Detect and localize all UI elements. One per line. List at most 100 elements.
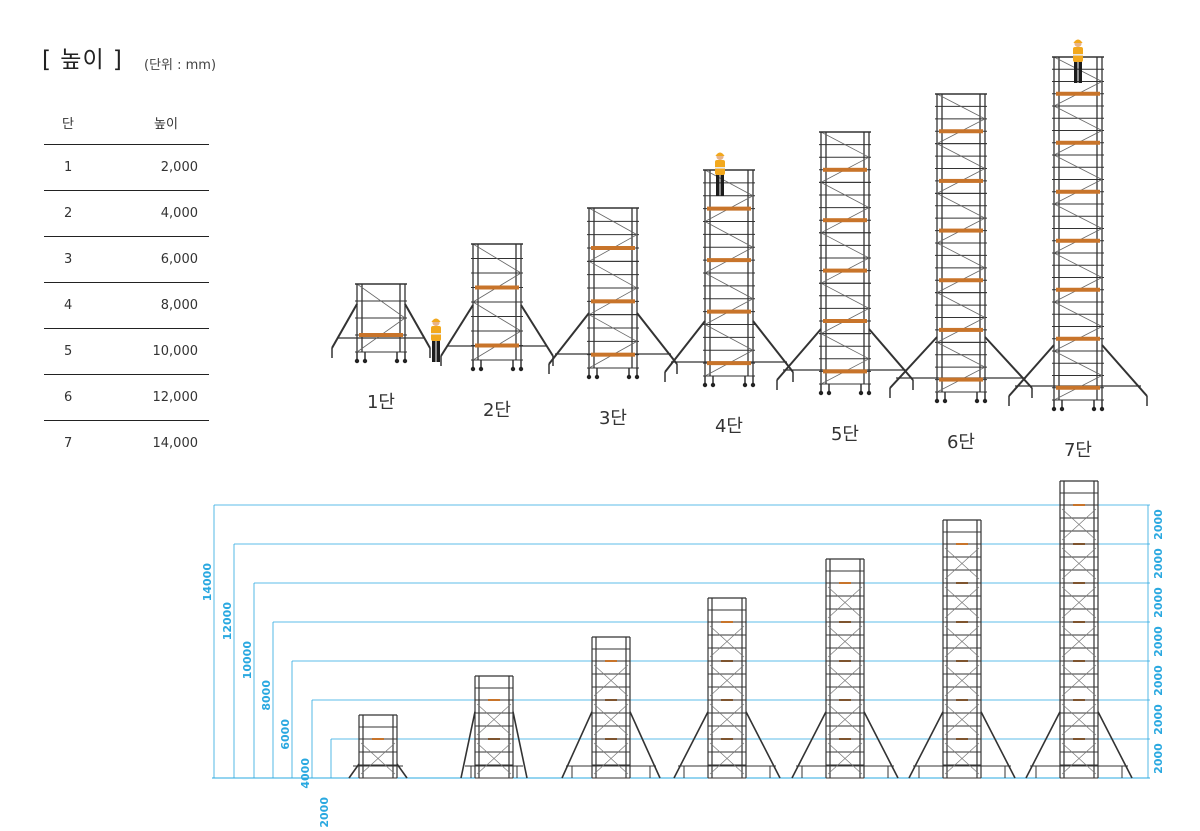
height-cell: 14,000 [152, 436, 199, 451]
worker-figure [715, 152, 725, 196]
stage-column-header: 단 [44, 100, 132, 145]
outrigger [331, 303, 358, 349]
outrigger [673, 711, 709, 779]
height-cell: 4,000 [132, 190, 209, 237]
platform-deck [475, 343, 519, 348]
platform-deck [721, 621, 733, 623]
tower-label: 1단 [367, 392, 395, 413]
dimension-label-left: 8000 [260, 680, 273, 711]
tower-label: 7단 [1064, 440, 1092, 461]
elevation-tower-3 [561, 636, 661, 779]
table-header-row: 단 높이 [44, 100, 209, 145]
platform-deck [707, 206, 751, 211]
caster [982, 398, 988, 404]
dimension-label-right: 2000 [1152, 743, 1165, 774]
table-row: 5 10,000 [44, 328, 209, 375]
elevation-tower-7 [1025, 480, 1133, 779]
table-row: 3 6,000 [44, 236, 209, 283]
caster [626, 374, 632, 380]
page-title: [ 높이 ] [42, 47, 123, 73]
platform-deck [823, 218, 867, 223]
stage-cell: 4 [44, 282, 132, 329]
tower-label: 5단 [831, 424, 859, 445]
caster [1051, 406, 1057, 412]
caster [1099, 406, 1105, 412]
platform-deck [1056, 140, 1100, 145]
outrigger [745, 711, 781, 779]
height-cell: 2,000 [132, 144, 209, 191]
platform-deck [1056, 91, 1100, 96]
stage-cell: 1 [44, 144, 132, 191]
platform-deck [359, 333, 403, 337]
platform-deck [956, 543, 968, 545]
platform-deck [823, 167, 867, 172]
elevation-tower-4 [673, 597, 781, 779]
platform-deck [939, 228, 983, 233]
stage-cell: 5 [44, 328, 132, 375]
platform-deck [939, 327, 983, 332]
height-cell: 12,000 [132, 374, 209, 421]
table-row: 7 14,000 [44, 421, 209, 467]
caster [354, 358, 360, 364]
outrigger [1097, 711, 1133, 779]
outrigger [636, 312, 678, 365]
platform-deck [475, 285, 519, 290]
caster [866, 390, 872, 396]
height-column-header: 높이 [132, 100, 209, 145]
caster [402, 358, 408, 364]
tower-7: 7단 [1008, 56, 1148, 461]
platform-deck [591, 352, 635, 357]
outrigger [520, 304, 554, 357]
caster [1059, 406, 1065, 412]
caster [858, 390, 864, 396]
platform-deck [372, 738, 384, 740]
outrigger [629, 711, 661, 779]
platform-deck [1056, 189, 1100, 194]
platform-deck [1073, 504, 1085, 506]
height-cell: 6,000 [132, 236, 209, 283]
dimension-label-left: 10000 [241, 641, 254, 680]
stage-cell: 3 [44, 236, 132, 283]
tower-6: 6단 [889, 93, 1033, 453]
outrigger [1025, 711, 1061, 779]
outrigger [1101, 344, 1148, 397]
stage-cell: 2 [44, 190, 132, 237]
outrigger [460, 711, 476, 779]
outrigger [512, 711, 528, 779]
elevation-tower-5 [791, 558, 899, 779]
tower-4: 4단 [664, 169, 794, 437]
caster [518, 366, 524, 372]
unit-note: (단위 : mm) [144, 58, 217, 73]
platform-deck [1056, 238, 1100, 243]
outrigger [752, 320, 794, 373]
elevation-tower-6 [908, 519, 1016, 779]
caster [634, 374, 640, 380]
dimension-label-right: 2000 [1152, 548, 1165, 579]
caster [394, 358, 400, 364]
platform-deck [707, 361, 751, 366]
outrigger [889, 336, 938, 389]
height-cell: 10,000 [132, 328, 209, 375]
dimension-label-left: 4000 [299, 758, 312, 789]
caster [586, 374, 592, 380]
caster [942, 398, 948, 404]
outrigger [776, 328, 822, 381]
platform-deck [591, 246, 635, 250]
outrigger [440, 304, 474, 357]
caster [974, 398, 980, 404]
platform-deck [1056, 287, 1100, 292]
tower-illustrations: 1단 2단 3단 4단 5단 6단 7단 [331, 39, 1148, 461]
outrigger [791, 711, 827, 779]
height-table: 단 높이 1 2,000 2 4,000 3 6,000 4 8,000 5 10,000… [44, 100, 209, 466]
caster [1091, 406, 1097, 412]
caster [742, 382, 748, 388]
table-row: 1 2,000 [44, 144, 209, 191]
platform-deck [823, 268, 867, 273]
caster [710, 382, 716, 388]
outrigger [908, 711, 944, 779]
outrigger [561, 711, 593, 779]
platform-deck [707, 309, 751, 314]
dimension-label-left: 14000 [201, 563, 214, 602]
tower-2: 2단 [440, 243, 554, 421]
platform-deck [939, 178, 983, 183]
